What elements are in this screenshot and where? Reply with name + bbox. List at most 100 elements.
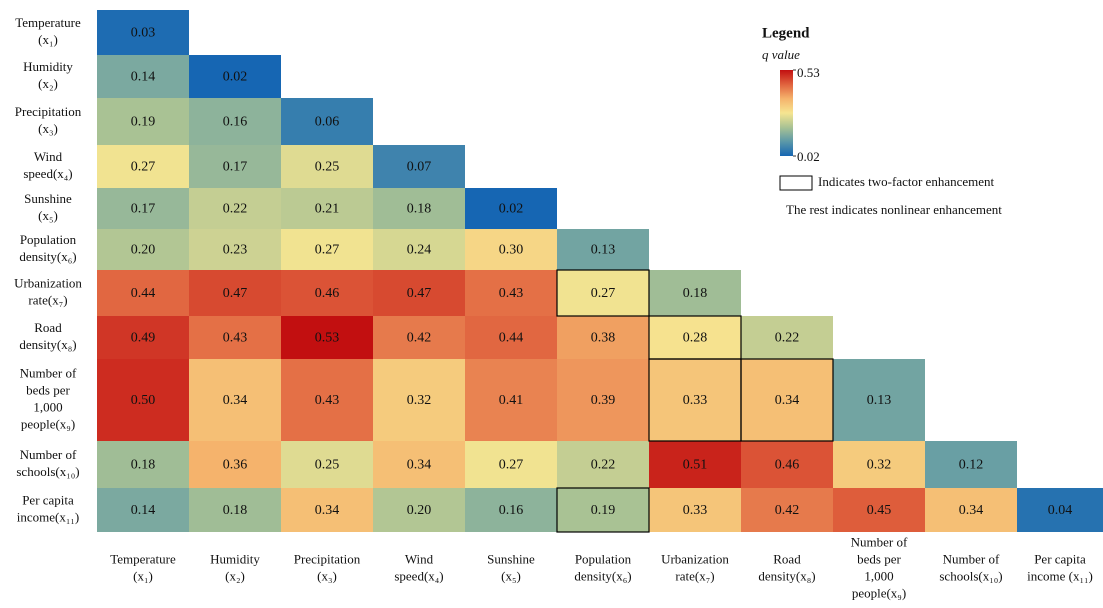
cell-label: 0.02 [499, 202, 524, 217]
heatmap-cell [97, 55, 189, 98]
heatmap-cell [281, 188, 373, 229]
heatmap-cell [741, 441, 833, 488]
cell-label: 0.47 [407, 286, 432, 301]
cell-label: 0.03 [131, 26, 156, 41]
cell-label: 0.30 [499, 243, 524, 258]
row-label: (x₂) [38, 76, 58, 91]
cell-label: 0.49 [131, 331, 156, 346]
heatmap-cell [373, 270, 465, 316]
heatmap-cell [649, 441, 741, 488]
col-label: Urbanization [661, 551, 729, 566]
row-label: (x₁) [38, 32, 58, 47]
row-label: schools(x₁₀) [16, 464, 79, 479]
legend-box [779, 175, 813, 191]
enhancement-box [556, 487, 650, 533]
cell-label: 0.13 [867, 393, 892, 408]
cell-label: 0.27 [131, 160, 156, 175]
cell-label: 0.07 [407, 160, 432, 175]
col-label: (x₂) [225, 568, 245, 583]
cell-label: 0.46 [775, 458, 800, 473]
cell-label: 0.06 [315, 115, 340, 130]
row-label: (x₅) [38, 208, 58, 223]
heatmap-cell [281, 229, 373, 270]
heatmap-cell [373, 229, 465, 270]
heatmap-cell [465, 188, 557, 229]
heatmap-cell [741, 359, 833, 441]
heatmap-cell [373, 359, 465, 441]
row-label: (x₃) [38, 121, 58, 136]
cell-label: 0.33 [683, 503, 708, 518]
col-label: Wind [405, 551, 434, 566]
cell-label: 0.28 [683, 331, 708, 346]
heatmap-cell [465, 359, 557, 441]
heatmap-cell [281, 316, 373, 359]
heatmap-cell [557, 316, 649, 359]
cell-label: 0.21 [315, 202, 340, 217]
cell-label: 0.34 [223, 393, 248, 408]
legend-box-text: Indicates two-factor enhancement [818, 174, 995, 189]
row-label: income(x₁₁) [17, 509, 80, 524]
cell-label: 0.42 [775, 503, 800, 518]
heatmap-cell [557, 441, 649, 488]
heatmap-cell [97, 316, 189, 359]
row-label: speed(x₄) [23, 166, 72, 181]
cell-label: 0.17 [223, 160, 248, 175]
cell-label: 0.34 [775, 393, 800, 408]
row-label: Per capita [22, 492, 74, 507]
cell-label: 0.18 [131, 458, 156, 473]
cell-label: 0.47 [223, 286, 248, 301]
legend-title: Legend [762, 25, 810, 41]
heatmap-cell [189, 98, 281, 145]
col-label: Temperature [110, 551, 176, 566]
col-label: Number of [943, 551, 1000, 566]
cell-label: 0.42 [407, 331, 432, 346]
row-label: 1,000 [33, 399, 62, 414]
cell-label: 0.19 [131, 115, 156, 130]
heatmap-cell [97, 188, 189, 229]
cell-label: 0.25 [315, 160, 340, 175]
cell-label: 0.43 [223, 331, 248, 346]
row-label: Precipitation [15, 104, 82, 119]
heatmap-cell [189, 316, 281, 359]
col-label: (x₃) [317, 568, 337, 583]
heatmap-cell [281, 145, 373, 188]
heatmap-cell [465, 229, 557, 270]
col-label: Precipitation [294, 551, 361, 566]
cell-label: 0.04 [1048, 503, 1073, 518]
heatmap-cell [1017, 488, 1103, 532]
cell-label: 0.46 [315, 286, 340, 301]
heatmap-cell [649, 488, 741, 532]
heatmap-cell [465, 488, 557, 532]
cell-label: 0.14 [131, 70, 156, 85]
heatmap-cell [833, 359, 925, 441]
legend-note: The rest indicates nonlinear enhancement [786, 202, 1002, 217]
colorbar-tick-label: 0.02 [797, 149, 820, 164]
row-label: Number of [20, 447, 77, 462]
heatmap-cell [465, 441, 557, 488]
heatmap-cell [97, 488, 189, 532]
heatmap-cell [373, 188, 465, 229]
cell-label: 0.22 [775, 331, 800, 346]
col-label: people(x₉) [852, 585, 906, 600]
heatmap-cell [281, 270, 373, 316]
cell-label: 0.12 [959, 458, 984, 473]
cell-label: 0.38 [591, 331, 616, 346]
heatmap-cell [925, 488, 1017, 532]
cell-label: 0.17 [131, 202, 156, 217]
col-label: Number of [851, 534, 908, 549]
col-label: Population [575, 551, 632, 566]
heatmap-cell [189, 488, 281, 532]
cell-label: 0.14 [131, 503, 156, 518]
cell-label: 0.41 [499, 393, 524, 408]
col-label: 1,000 [864, 568, 893, 583]
cell-label: 0.45 [867, 503, 892, 518]
cell-label: 0.44 [131, 286, 156, 301]
col-label: speed(x₄) [394, 568, 443, 583]
heatmap-cell [373, 488, 465, 532]
heatmap-cell [465, 270, 557, 316]
heatmap-cell [741, 316, 833, 359]
heatmap-cell [925, 441, 1017, 488]
heatmap-cell [189, 270, 281, 316]
heatmap-cell [833, 488, 925, 532]
col-label: (x₁) [133, 568, 153, 583]
